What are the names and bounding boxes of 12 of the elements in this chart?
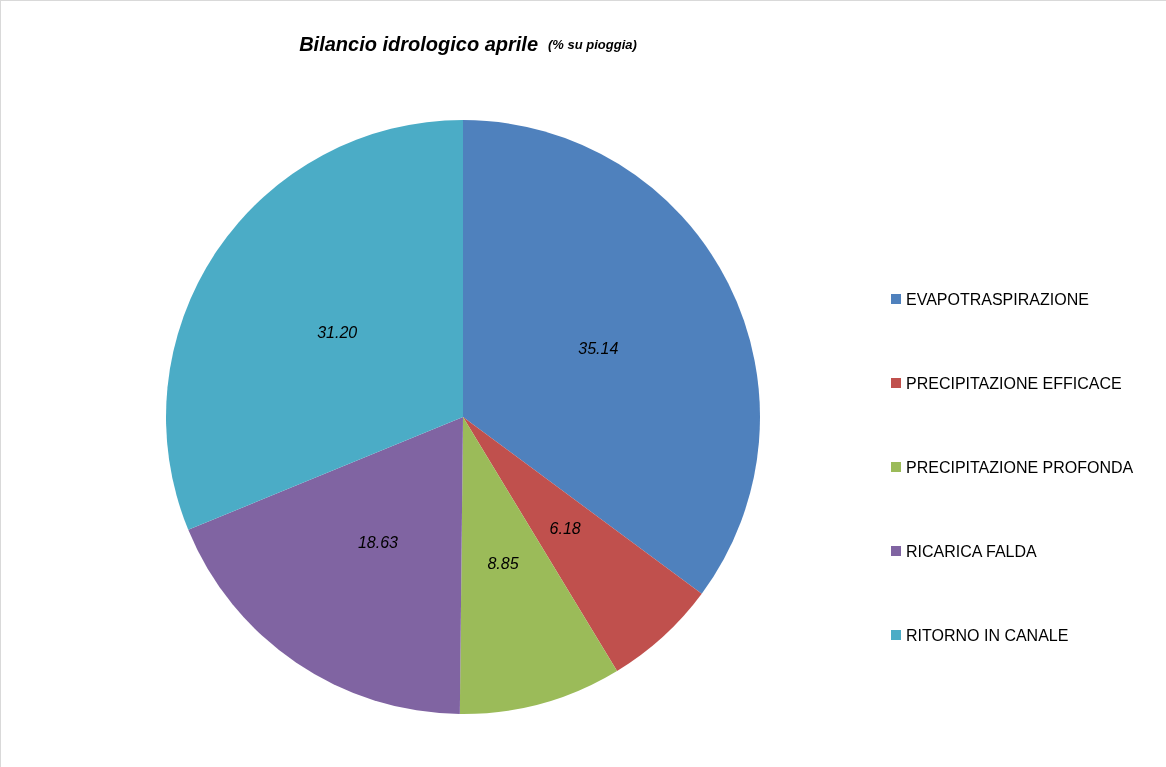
data-label: 8.85 xyxy=(487,554,519,572)
legend-label: RITORNO IN CANALE xyxy=(906,626,1069,644)
legend-label: RICARICA FALDA xyxy=(906,542,1038,560)
legend-label: PRECIPITAZIONE PROFONDA xyxy=(906,458,1134,476)
data-label: 6.18 xyxy=(549,520,581,538)
chart-title: Bilancio idrologico aprile xyxy=(299,33,539,55)
chart-subtitle: (% su pioggia) xyxy=(548,36,637,52)
legend-label: EVAPOTRASPIRAZIONE xyxy=(906,290,1089,308)
data-label: 18.63 xyxy=(357,533,399,551)
data-label: 35.14 xyxy=(578,340,619,358)
data-label: 31.20 xyxy=(317,324,358,342)
legend-label: PRECIPITAZIONE EFFICACE xyxy=(906,374,1122,392)
